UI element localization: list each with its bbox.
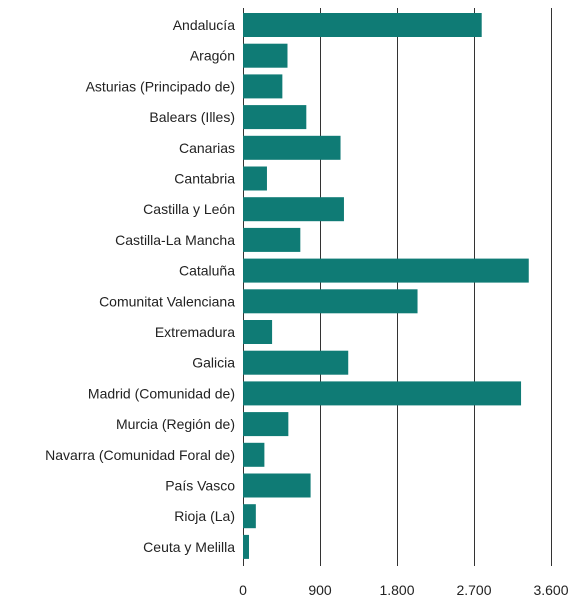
category-label: País Vasco xyxy=(165,478,235,494)
category-label: Extremadura xyxy=(155,324,235,340)
x-tick-label: 1.800 xyxy=(379,582,414,598)
bar xyxy=(243,135,341,160)
bars xyxy=(243,13,529,559)
category-label: Asturias (Principado de) xyxy=(86,78,235,94)
category-label: Navarra (Comunidad Foral de) xyxy=(45,447,235,463)
x-tick-label: 2.700 xyxy=(456,582,491,598)
x-tick-label: 0 xyxy=(239,582,247,598)
gridlines xyxy=(243,8,552,566)
category-label: Cataluña xyxy=(179,263,235,279)
category-labels: Andalucía Aragón Asturias (Principado de) B… xyxy=(45,17,235,555)
x-tick-label: 3.600 xyxy=(533,582,568,598)
category-label: Murcia (Región de) xyxy=(116,416,235,432)
bar xyxy=(243,504,256,529)
bar xyxy=(243,350,349,375)
category-label: Comunitat Valenciana xyxy=(99,293,235,309)
category-label: Castilla-La Mancha xyxy=(115,232,235,248)
category-label: Madrid (Comunidad de) xyxy=(88,385,235,401)
bar xyxy=(243,320,273,344)
bar xyxy=(243,473,311,498)
bar xyxy=(243,166,267,191)
category-label: Balears (Illes) xyxy=(149,109,235,125)
category-label: Canarias xyxy=(179,140,235,156)
category-label: Rioja (La) xyxy=(174,508,235,524)
bar xyxy=(243,381,522,406)
bar xyxy=(243,197,344,222)
category-label: Cantabria xyxy=(174,171,235,187)
x-tick-label: 900 xyxy=(308,582,332,598)
bar xyxy=(243,534,249,559)
x-axis-tick-labels: 0 900 1.800 2.700 3.600 xyxy=(239,582,569,598)
bar xyxy=(243,227,301,252)
bar xyxy=(243,442,265,467)
category-label: Aragón xyxy=(190,48,235,64)
category-label: Castilla y León xyxy=(143,201,235,217)
bar xyxy=(243,289,418,314)
bar xyxy=(243,412,289,437)
category-label: Andalucía xyxy=(173,17,235,33)
bar xyxy=(243,105,307,130)
bar xyxy=(243,74,283,99)
bar xyxy=(243,13,482,37)
category-label: Ceuta y Melilla xyxy=(143,539,235,555)
bar xyxy=(243,258,529,283)
bar xyxy=(243,43,288,68)
category-label: Galicia xyxy=(192,355,235,371)
